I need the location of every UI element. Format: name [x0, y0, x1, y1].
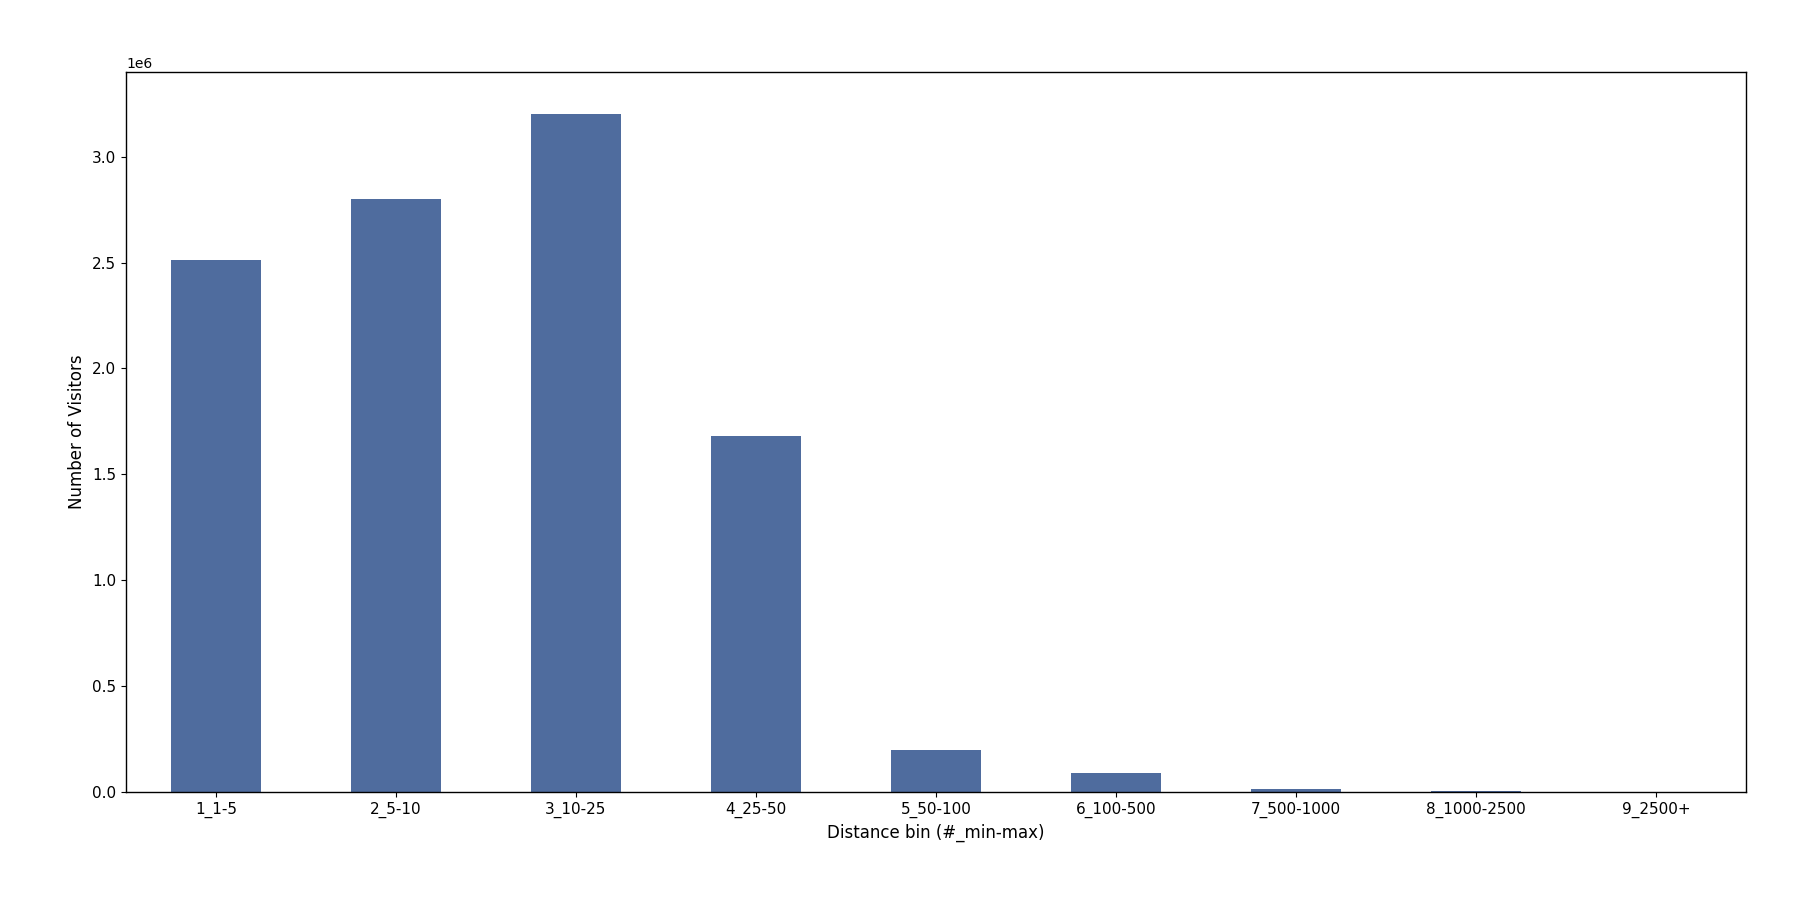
- Bar: [1251, 789, 1341, 792]
- Bar: [531, 114, 621, 792]
- Bar: [351, 199, 441, 792]
- Y-axis label: Number of Visitors: Number of Visitors: [68, 355, 86, 509]
- Bar: [1431, 791, 1521, 792]
- X-axis label: Distance bin (#_min-max): Distance bin (#_min-max): [828, 824, 1044, 842]
- Bar: [171, 260, 261, 792]
- Bar: [1071, 773, 1161, 792]
- Bar: [891, 750, 981, 792]
- Bar: [711, 436, 801, 792]
